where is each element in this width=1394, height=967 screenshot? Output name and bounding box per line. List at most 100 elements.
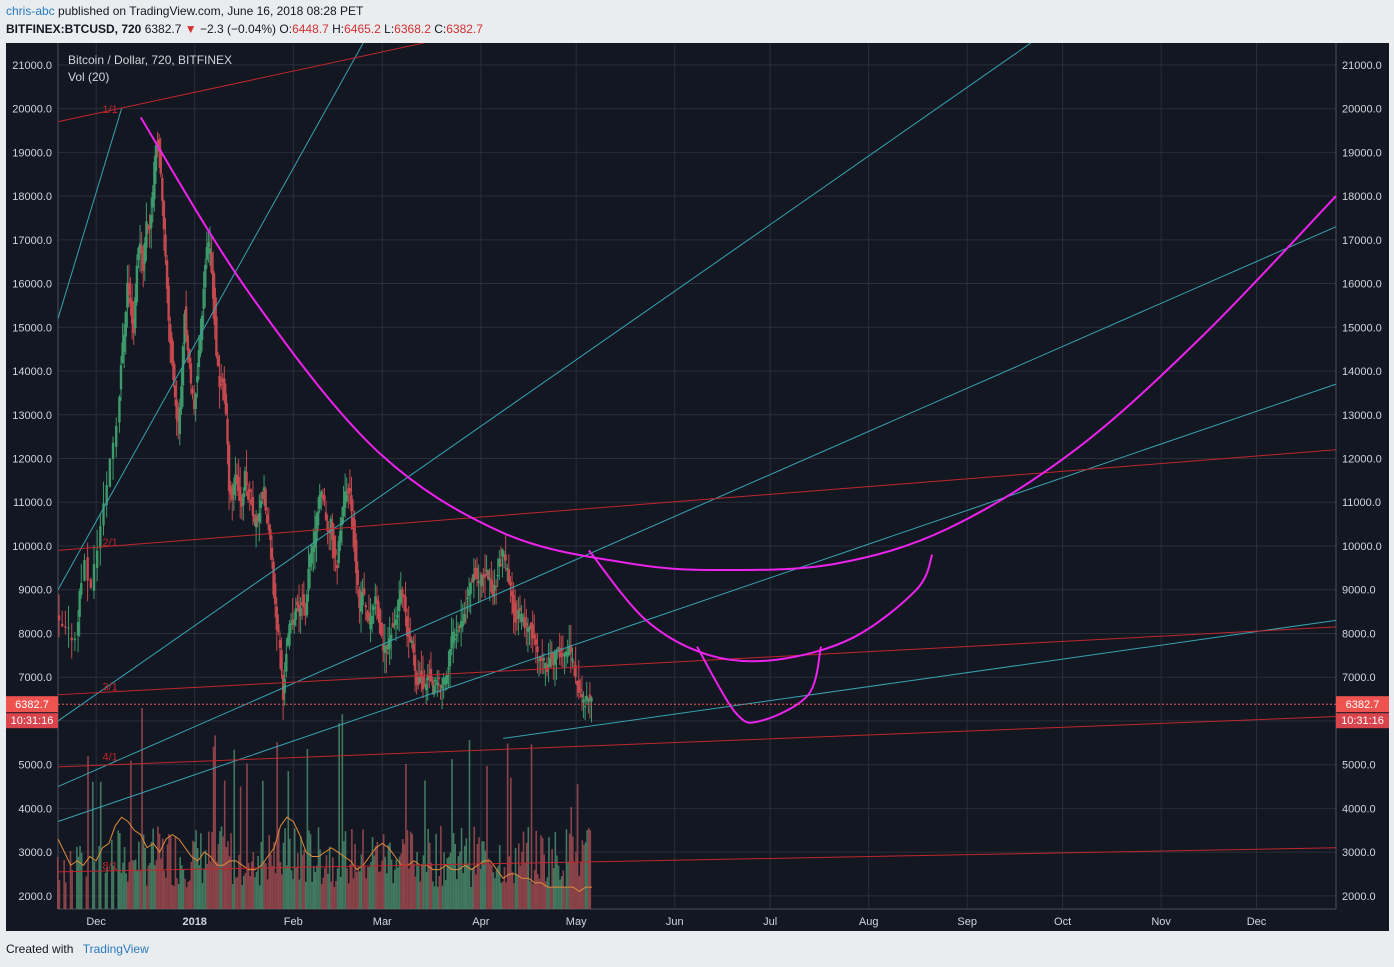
candle-body <box>393 624 396 626</box>
tradingview-logo[interactable]: TradingView <box>82 942 149 956</box>
volume-bar <box>290 870 293 909</box>
candle-body <box>431 680 434 686</box>
gann-fan-line-cyan <box>57 383 1337 822</box>
volume-bar <box>486 765 488 909</box>
candle-body <box>197 350 201 368</box>
volume-bar <box>395 859 398 909</box>
volume-bar <box>568 833 571 909</box>
countdown-label-right <box>1336 713 1389 729</box>
candle-body <box>347 488 350 494</box>
candle-body <box>261 492 264 500</box>
volume-bar <box>494 878 496 909</box>
volume-bar <box>158 833 161 909</box>
x-tick-label: Nov <box>1151 916 1171 928</box>
volume-bar <box>192 840 194 909</box>
plot-area[interactable] <box>58 43 1336 909</box>
price-chart[interactable]: 21000.0 21000.0 20000.0 20000.0 19000.0 19000… <box>6 43 1389 931</box>
candle-body <box>161 177 164 201</box>
candle-body <box>491 584 495 597</box>
candle-body <box>502 554 506 557</box>
publish-text: published on TradingView.com, June 16, 2… <box>58 4 364 18</box>
candle-body <box>447 667 450 670</box>
candle-body <box>394 619 398 625</box>
volume-bar <box>513 883 515 909</box>
volume-bar <box>578 875 580 909</box>
candle-body <box>76 621 80 636</box>
candle-body <box>194 393 197 410</box>
candle-body <box>250 499 253 505</box>
candle-body <box>89 579 92 588</box>
candle-body <box>122 334 126 352</box>
y-tick-label-right: 16000.0 <box>1342 279 1382 291</box>
gann-ratio-label: 8/1 <box>103 861 118 873</box>
candle-body <box>154 145 158 172</box>
candle-body <box>471 578 474 583</box>
candle-body <box>329 518 333 532</box>
candle-body <box>320 491 323 497</box>
volume-bar <box>287 771 290 909</box>
volume-bar <box>85 876 88 909</box>
candle-body <box>251 496 255 516</box>
candle-body <box>156 141 159 145</box>
candle-body <box>324 512 328 521</box>
volume-bar <box>400 853 402 909</box>
curve-arc-small[interactable] <box>696 646 822 724</box>
symbol-info: BITFINEX:BTCUSD, 720 6382.7 ▼ −2.3 (−0.0… <box>6 22 483 36</box>
volume-bar <box>246 763 248 909</box>
volume-bar <box>153 865 156 909</box>
volume-bar <box>552 868 555 909</box>
candle-body <box>170 337 174 364</box>
candle-body <box>420 670 423 678</box>
candle-body <box>323 495 326 501</box>
volume-bar <box>479 869 482 909</box>
volume-bar <box>446 858 449 909</box>
gann-fan-line-red <box>57 847 1337 873</box>
y-tick-label-left: 5000.0 <box>18 760 52 772</box>
volume-bar <box>215 861 218 909</box>
candle-body <box>493 585 496 591</box>
candle-body <box>278 639 282 649</box>
volume-bar <box>233 749 236 909</box>
candle-body <box>588 694 592 700</box>
candle-body <box>192 399 196 410</box>
volume-bar <box>457 856 460 909</box>
candle-body <box>316 511 320 526</box>
countdown-label-left <box>6 713 58 729</box>
volume-bar <box>126 881 129 909</box>
candle-body <box>297 604 301 613</box>
volume-bar <box>422 855 425 909</box>
candle-body <box>334 549 337 556</box>
y-tick-label-right: 8000.0 <box>1342 628 1376 640</box>
y-tick-label-left: 20000.0 <box>12 104 52 116</box>
candle-body <box>183 313 186 344</box>
volume-bar <box>497 866 499 909</box>
volume-bar <box>271 866 274 909</box>
volume-bar <box>336 868 339 909</box>
candle-body <box>288 624 291 646</box>
candle-body <box>362 588 366 595</box>
curve-arc-medium[interactable] <box>588 549 934 663</box>
volume-bar <box>551 849 553 909</box>
volume-bar <box>179 857 181 909</box>
volume-bar <box>525 842 528 909</box>
volume-bar <box>360 854 363 909</box>
curve-arc-large[interactable] <box>139 116 1337 572</box>
candle-body <box>364 604 367 608</box>
volume-bar <box>223 780 226 909</box>
author-link[interactable]: chris-abc <box>6 4 55 18</box>
volume-bar <box>71 869 73 909</box>
y-tick-label-right: 4000.0 <box>1342 803 1376 815</box>
candle-body <box>173 385 177 398</box>
volume-bar <box>449 852 452 909</box>
volume-bar <box>355 872 358 909</box>
candle-body <box>272 561 275 595</box>
countdown-text-right: 10:31:16 <box>1341 715 1384 727</box>
volume-bar <box>120 872 123 909</box>
volume-bar <box>406 830 409 909</box>
candle-body <box>424 683 428 691</box>
volume-bar <box>548 837 550 909</box>
candle-body <box>135 265 139 302</box>
candle-body <box>370 615 374 625</box>
volume-bar <box>567 862 569 909</box>
candle-body <box>494 586 498 588</box>
